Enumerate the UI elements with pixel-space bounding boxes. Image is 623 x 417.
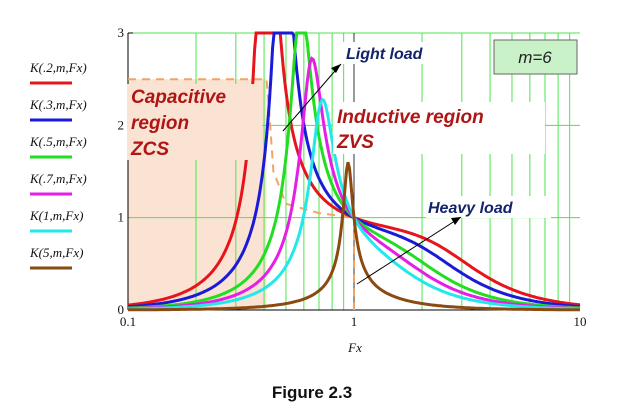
legend: K(.2,m,Fx) K(.3,m,Fx) K(.5,m,Fx) K(.7,m,Fx)… <box>29 60 87 270</box>
grid <box>128 32 580 310</box>
annotations: Capacitive region ZCS Inductive region Z… <box>127 39 578 285</box>
inductive-label-bg <box>333 102 545 154</box>
light-load-label: Light load <box>346 46 424 63</box>
capacitive-label-line2: region <box>131 113 189 134</box>
capacitive-label-line3: ZCS <box>130 139 169 160</box>
m-value-box <box>493 39 578 75</box>
y-tick-labels: 0 1 2 3 <box>118 25 125 317</box>
legend-label: K(.3,m,Fx) <box>29 97 87 112</box>
series-line <box>128 161 580 312</box>
y-tick-label: 3 <box>118 25 125 40</box>
y-tick-label: 1 <box>118 210 125 225</box>
capacitive-label-line1: Capacitive <box>131 87 226 108</box>
legend-label: K(.7,m,Fx) <box>29 171 87 186</box>
y-tick-label: 2 <box>118 117 125 132</box>
plot-area <box>127 31 581 312</box>
series-lines <box>127 31 581 312</box>
heavy-load-arrow <box>356 216 462 285</box>
x-tick-label: 0.1 <box>120 314 136 329</box>
x-tick-label: 10 <box>574 314 587 329</box>
legend-label: K(5,m,Fx) <box>29 245 83 260</box>
inductive-label-line2: ZVS <box>336 132 374 153</box>
legend-label: K(.2,m,Fx) <box>29 60 87 75</box>
light-load-arrow <box>282 63 342 132</box>
legend-label: K(1,m,Fx) <box>29 208 83 223</box>
light-load-label-bg <box>343 42 459 64</box>
light-load-arrowhead <box>331 64 341 73</box>
heavy-load-label: Heavy load <box>428 200 514 217</box>
x-tick-labels: 0.1 1 10 <box>120 314 587 329</box>
y-tick-label: 0 <box>118 302 125 317</box>
legend-label: K(.5,m,Fx) <box>29 134 87 149</box>
m-value-label: m=6 <box>518 48 552 67</box>
heavy-load-arrowhead <box>451 217 461 225</box>
x-axis-label: Fx <box>347 340 362 355</box>
capacitive-label-bg <box>127 84 262 160</box>
inductive-label-line1: Inductive region <box>337 107 484 128</box>
x-tick-label: 1 <box>351 314 358 329</box>
figure-caption: Figure 2.3 <box>272 383 352 402</box>
heavy-load-label-bg <box>426 196 551 218</box>
